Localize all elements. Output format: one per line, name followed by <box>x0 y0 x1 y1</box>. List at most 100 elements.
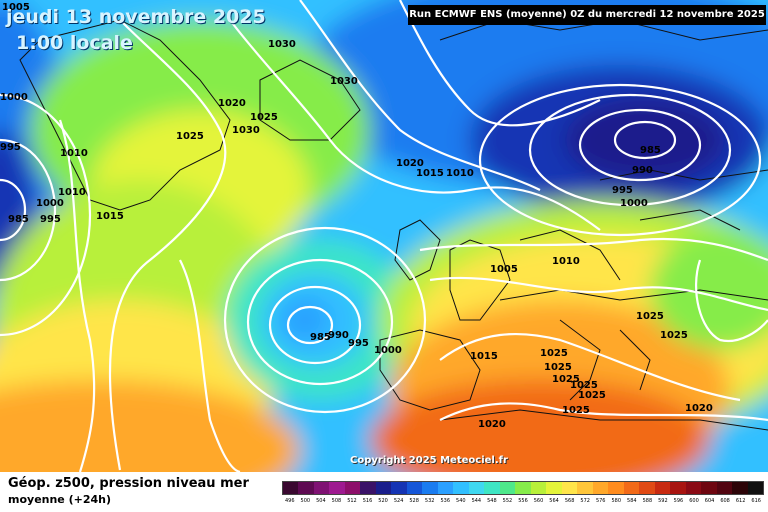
color-swatch <box>623 482 640 494</box>
isobar-label: 1010 <box>58 187 86 198</box>
color-swatch <box>701 482 717 494</box>
color-scale-tick: 608 <box>720 498 730 504</box>
isobar-label: 1025 <box>552 374 580 385</box>
color-scale-tick: 556 <box>518 498 528 504</box>
color-scale-tick: 568 <box>564 498 575 504</box>
isobar-label: 995 <box>40 214 61 225</box>
forecast-map: 1030103010201025103010251010101010001015… <box>0 0 768 472</box>
geopotential-shading <box>0 0 768 472</box>
isobar-label: 1010 <box>552 256 580 267</box>
color-scale-tick: 504 <box>316 498 326 504</box>
color-scale-tick: 528 <box>409 498 419 504</box>
color-swatch <box>654 482 671 494</box>
isobar-label: 1000 <box>0 92 28 103</box>
color-swatch <box>608 482 624 494</box>
color-swatch <box>406 482 423 494</box>
color-swatch <box>670 482 686 494</box>
color-swatch <box>685 482 702 494</box>
color-swatch <box>313 482 330 494</box>
isobar-label: 1010 <box>446 168 474 179</box>
isobar-label: 1025 <box>636 311 664 322</box>
color-scale-tick: 520 <box>378 498 388 504</box>
color-swatch <box>747 482 764 494</box>
color-scale-tick: 564 <box>549 498 559 504</box>
color-swatch <box>592 482 609 494</box>
color-swatch <box>391 482 407 494</box>
color-swatch <box>546 482 562 494</box>
isobar-label: 1025 <box>176 131 204 142</box>
color-swatch <box>375 482 392 494</box>
color-scale-tick: 604 <box>704 498 715 504</box>
color-swatch <box>577 482 593 494</box>
isobar-label: 1020 <box>396 158 424 169</box>
color-swatch <box>437 482 454 494</box>
color-scale-tick: 584 <box>627 498 637 504</box>
isobar-label: 1000 <box>620 198 648 209</box>
color-scale-tick: 548 <box>487 498 497 504</box>
isobar-label: 990 <box>328 330 349 341</box>
isobar-label: 995 <box>0 142 21 153</box>
isobar-label: 1020 <box>685 403 713 414</box>
isobar-label: 1005 <box>490 264 518 275</box>
color-swatch <box>283 482 299 494</box>
forecast-local-time: 1:00 locale <box>16 32 133 54</box>
isobar-label: 1015 <box>470 351 498 362</box>
isobar-label: 985 <box>640 145 661 156</box>
isobar-labels: 1030103010201025103010251010101010001015… <box>0 2 713 430</box>
isobar-label: 1030 <box>330 76 358 87</box>
isobar-label: 1025 <box>540 348 568 359</box>
isobar-label: 1020 <box>478 419 506 430</box>
isobar-label: 1010 <box>60 148 88 159</box>
legend-panel: Géop. z500, pression niveau mer moyenne … <box>0 472 768 512</box>
color-scale-tick: 508 <box>331 498 342 504</box>
isobar-label: 1020 <box>218 98 246 109</box>
isobar-label: 1015 <box>96 211 124 222</box>
isobar-label: 1030 <box>232 125 260 136</box>
isobars <box>0 0 768 472</box>
color-scale-tick: 536 <box>440 498 451 504</box>
color-scale-tick: 560 <box>533 498 544 504</box>
color-scale-tick: 596 <box>673 498 684 504</box>
isobar-label: 1025 <box>570 380 598 391</box>
isobar-label: 1025 <box>250 112 278 123</box>
forecast-date: jeudi 13 novembre 2025 <box>6 6 266 28</box>
color-swatch <box>298 482 314 494</box>
color-scale-tick: 524 <box>393 498 404 504</box>
color-scale-tick: 580 <box>611 498 622 504</box>
color-swatch <box>329 482 345 494</box>
color-swatch <box>484 482 500 494</box>
isobar-label: 1025 <box>578 390 606 401</box>
color-swatch <box>639 482 655 494</box>
isobar-label: 1005 <box>2 2 30 13</box>
color-scale-ticks: 496 500 504 508 512 516 520 524 528 532 536 540 544 5… <box>282 498 764 504</box>
color-swatch <box>468 482 485 494</box>
legend-title: Géop. z500, pression niveau mer <box>8 476 249 491</box>
color-scale-tick: 552 <box>502 498 513 504</box>
color-scale-tick: 588 <box>642 498 653 504</box>
color-swatch <box>453 482 469 494</box>
color-swatch <box>732 482 748 494</box>
isobar-label: 1025 <box>562 405 590 416</box>
color-swatch <box>716 482 733 494</box>
isobar-label: 1025 <box>544 362 572 373</box>
isobar-label: 985 <box>310 332 331 343</box>
color-scale-tick: 544 <box>471 498 482 504</box>
copyright-notice: Copyright 2025 Meteociel.fr <box>350 455 508 466</box>
color-scale-tick: 612 <box>735 498 746 504</box>
isobar-label: 990 <box>632 165 653 176</box>
color-scale-tick: 576 <box>595 498 606 504</box>
legend-subtitle: moyenne (+24h) <box>8 493 112 506</box>
model-run-info: Run ECMWF ENS (moyenne) 0Z du mercredi 1… <box>408 5 766 25</box>
isobar-label: 1000 <box>36 198 64 209</box>
color-scale-bar <box>282 481 764 495</box>
color-scale-tick: 616 <box>751 498 761 504</box>
isobar-label: 1030 <box>268 39 296 50</box>
color-swatch <box>515 482 531 494</box>
isobar-label: 1000 <box>374 345 402 356</box>
color-swatch <box>422 482 438 494</box>
isobar-label: 1015 <box>416 168 444 179</box>
color-swatch <box>499 482 516 494</box>
isobar-label: 1025 <box>660 330 688 341</box>
isobar-label: 995 <box>348 338 369 349</box>
color-scale-tick: 572 <box>580 498 590 504</box>
